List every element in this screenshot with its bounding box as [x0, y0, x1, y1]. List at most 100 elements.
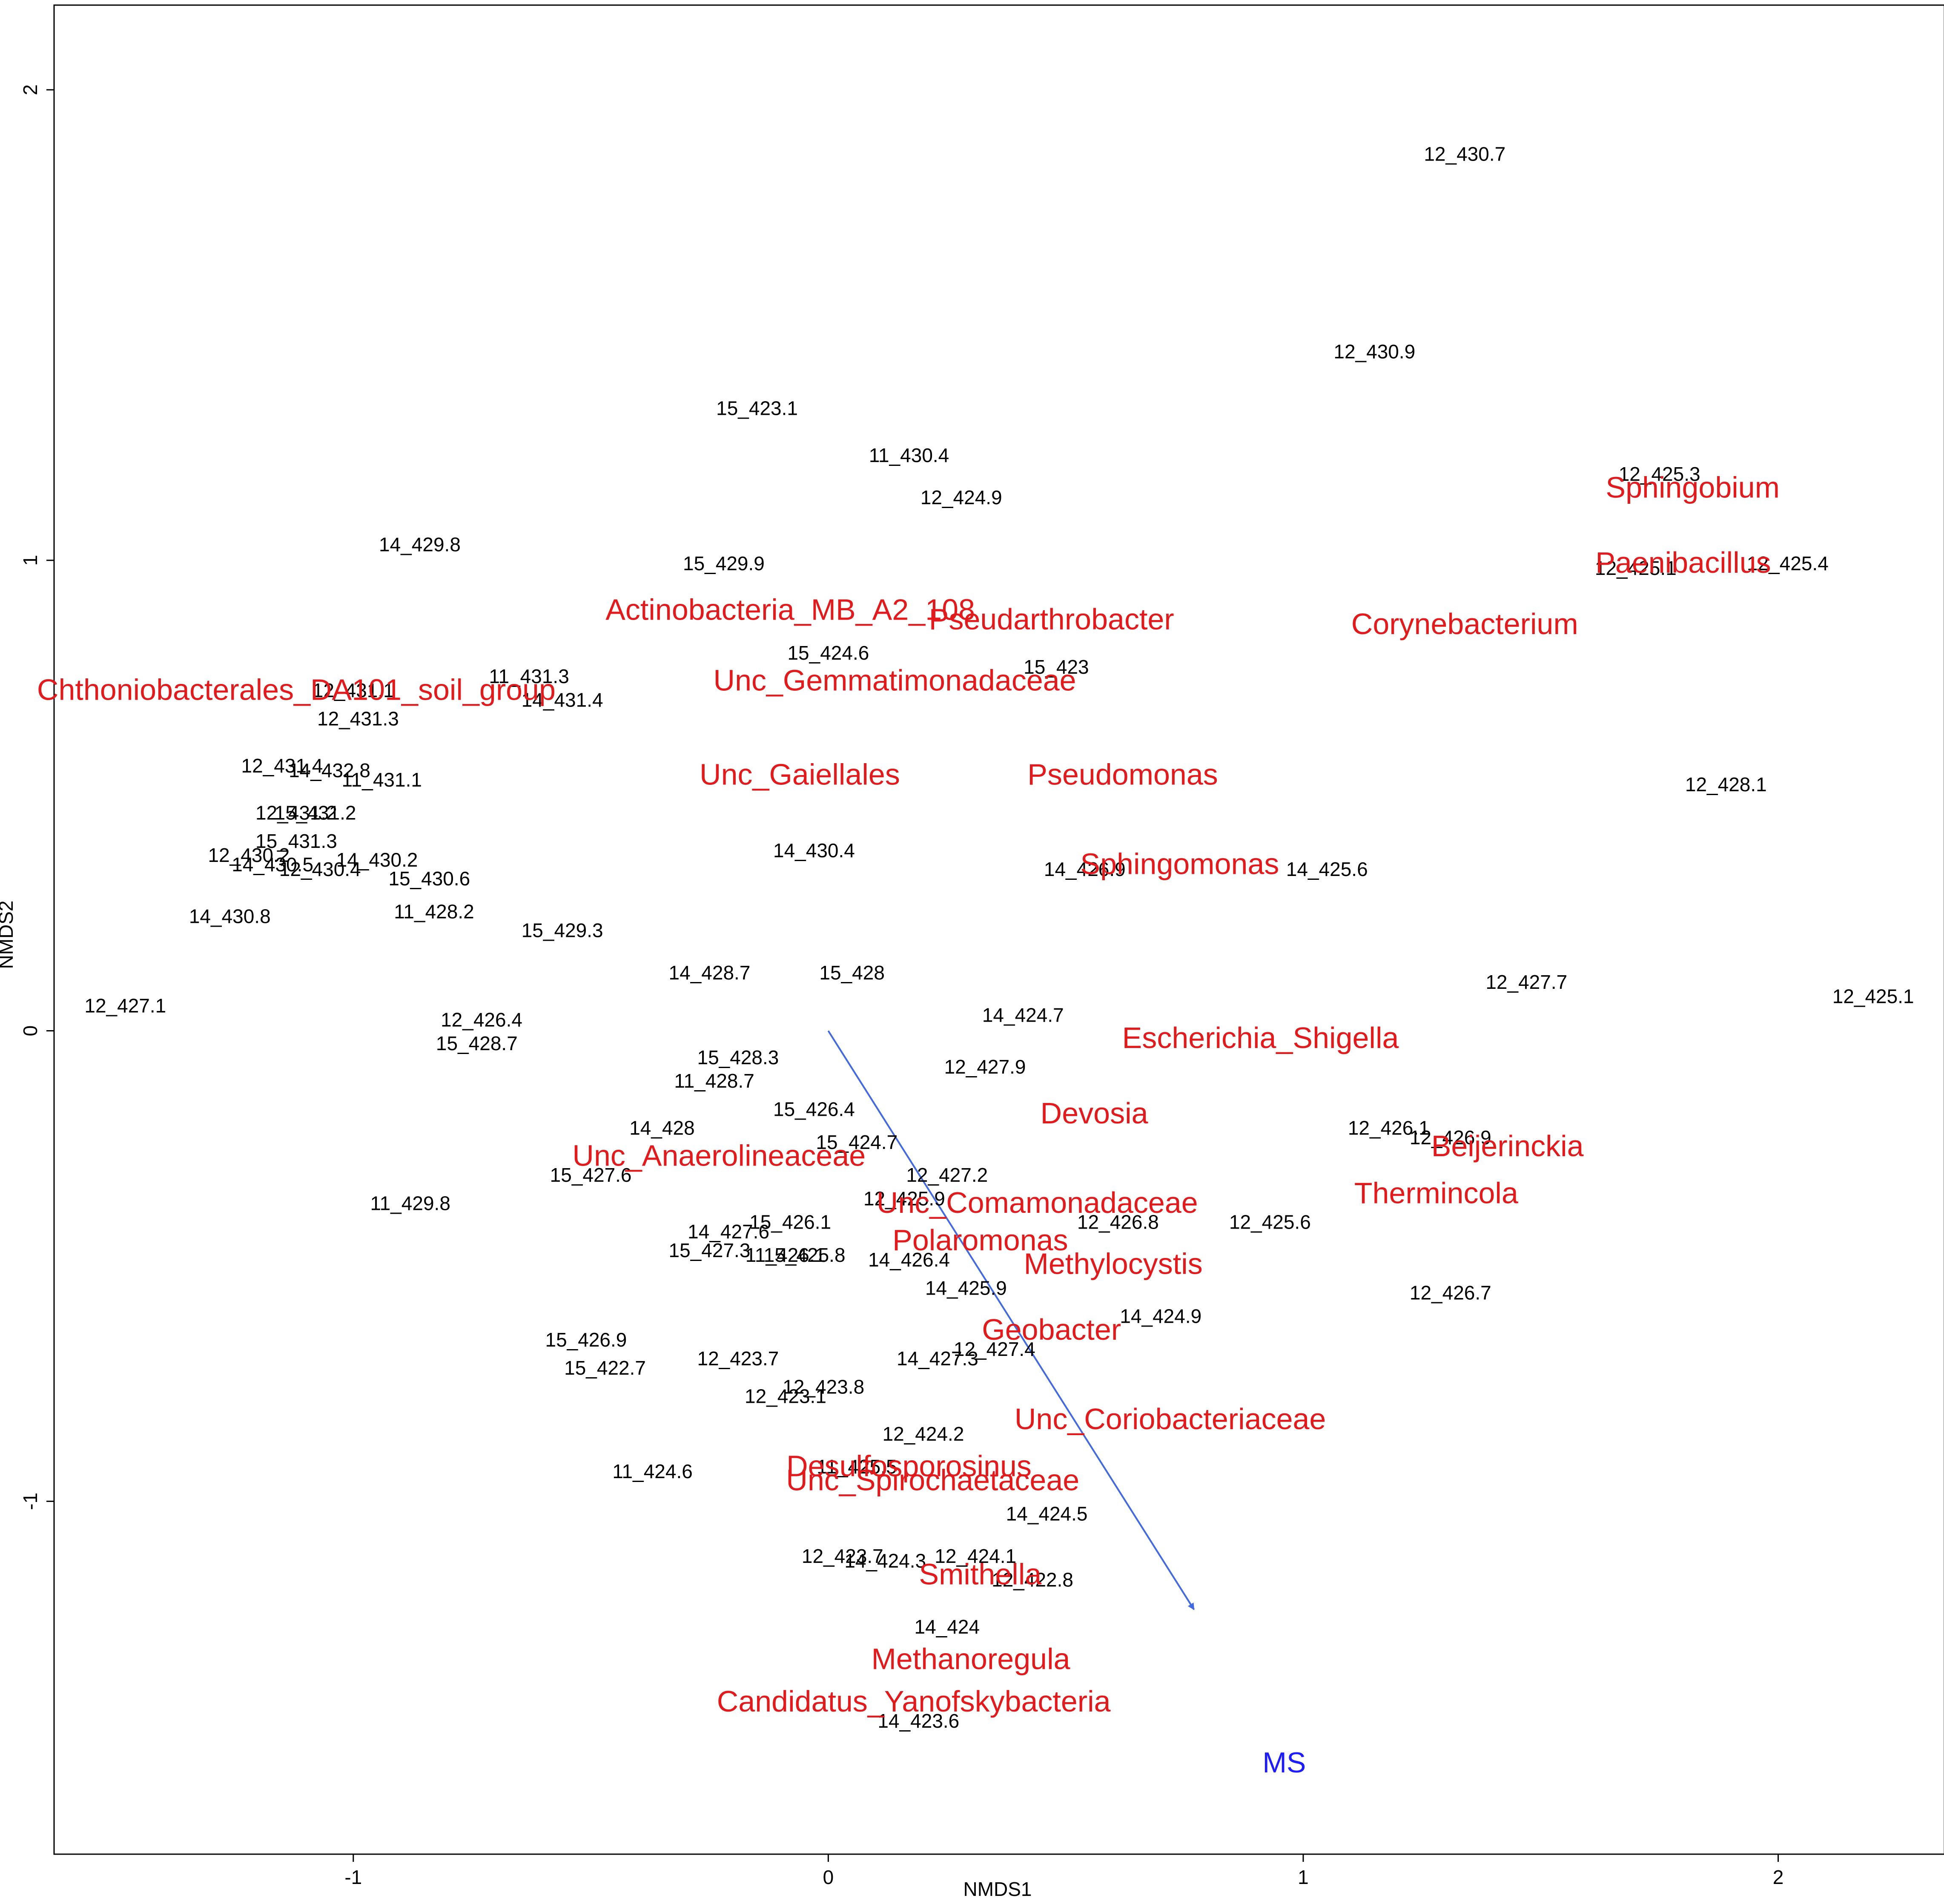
- environmental-vectors: MS: [827, 1030, 1306, 1779]
- vector-label: MS: [1262, 1746, 1306, 1779]
- sample-label: 14_429.8: [379, 534, 461, 556]
- sample-label: 12_430.4: [279, 858, 361, 880]
- sample-label: 14_424.7: [982, 1004, 1064, 1026]
- taxon-label: Methylocystis: [1024, 1247, 1203, 1280]
- sample-label: 15_426.4: [773, 1098, 855, 1120]
- sample-label: 11_428.2: [394, 900, 474, 922]
- y-tick-label: 0: [19, 1025, 41, 1037]
- sample-label: 15_423: [1024, 656, 1089, 678]
- sample-label: 15_424.6: [787, 642, 869, 664]
- sample-label: 12_430.9: [1333, 341, 1415, 363]
- sample-label: 11_425.5: [817, 1456, 897, 1478]
- sample-label: 11_431.1: [342, 769, 422, 791]
- taxon-label: Beijerinckia: [1431, 1129, 1584, 1163]
- sample-label: 12_427.4: [954, 1338, 1035, 1360]
- sample-label: 14_430.5: [232, 853, 313, 876]
- sample-label: 14_430.8: [189, 905, 271, 928]
- sample-label: 12_426.4: [441, 1009, 522, 1031]
- x-tick-label: 0: [823, 1866, 834, 1888]
- y-tick-label: 1: [19, 555, 41, 566]
- sample-label: 12_423.8: [783, 1376, 864, 1398]
- taxon-label: Candidatus_Yanofskybacteria: [717, 1685, 1111, 1718]
- sample-label: 12_426.7: [1410, 1281, 1491, 1304]
- sample-label: 11_424.6: [612, 1460, 692, 1482]
- sample-label: 12_424.1: [935, 1545, 1016, 1567]
- sample-label: 15_428.3: [697, 1046, 779, 1068]
- sample-label: 11_431.3: [489, 665, 569, 687]
- sample-label: 14_428: [629, 1117, 695, 1139]
- sample-label: 12_431.4: [241, 755, 323, 777]
- taxon-label: Actinobacteria_MB_A2_108: [605, 593, 975, 626]
- taxon-label: Escherichia_Shigella: [1122, 1021, 1399, 1054]
- sample-label: 12_431.2: [255, 801, 337, 824]
- sample-label: 12_426.1: [1348, 1117, 1430, 1139]
- x-tick-label: -1: [344, 1866, 362, 1888]
- sample-label: 15_430.6: [388, 867, 470, 890]
- sample-label: 12_430.7: [1424, 143, 1505, 165]
- sample-label: 12_431.3: [317, 708, 399, 730]
- sample-label: 12_425.3: [1619, 463, 1700, 485]
- y-axis: -1 0 1 2: [19, 84, 54, 1510]
- sample-label: 15_427.6: [550, 1164, 632, 1186]
- y-tick-label: 2: [19, 84, 41, 95]
- vector-arrow: [827, 1030, 1195, 1610]
- taxon-label: Sphingomonas: [1080, 847, 1279, 880]
- sample-label: 14_424.5: [1006, 1503, 1088, 1525]
- sample-label: 14_430.2: [336, 849, 418, 871]
- sample-label: 15_427.3: [669, 1239, 751, 1261]
- x-tick-label: 1: [1298, 1866, 1309, 1888]
- sample-label: 12_430.2: [208, 844, 290, 866]
- sample-label: 15_431.3: [255, 830, 337, 852]
- sample-label: 14_425.6: [1286, 858, 1368, 880]
- sample-label: 12_427.7: [1485, 971, 1567, 993]
- sample-label: 14_423.6: [877, 1710, 959, 1732]
- taxon-label: Corynebacterium: [1351, 607, 1578, 640]
- sample-label: 14_426.9: [1044, 858, 1126, 880]
- sample-label: 14_428.7: [669, 962, 751, 984]
- sample-label: 14_424: [915, 1616, 980, 1638]
- sample-label: 12_423.7: [697, 1347, 779, 1370]
- sample-label: 14_425.9: [925, 1277, 1007, 1299]
- sample-label: 14_424.3: [844, 1550, 926, 1572]
- sample-label: 11_428.7: [674, 1070, 754, 1092]
- sample-labels: 12_430.7 12_430.9 15_423.1 11_430.4 12_424.9…: [84, 143, 1914, 1732]
- taxon-label: Desulfosporosinus: [786, 1450, 1032, 1483]
- taxon-label: Methanoregula: [872, 1643, 1070, 1676]
- y-axis-title: NMDS2: [0, 900, 17, 969]
- sample-label: 14_427.6: [688, 1221, 769, 1243]
- taxon-label: Geobacter: [982, 1313, 1121, 1346]
- taxon-label: Unc_Coriobacteriaceae: [1015, 1402, 1326, 1436]
- sample-label: 14_432.8: [289, 759, 370, 781]
- sample-label: 15_423.1: [716, 397, 798, 419]
- sample-label: 15_424.7: [816, 1131, 897, 1153]
- x-axis-title: NMDS1: [963, 1878, 1032, 1900]
- sample-label: 15_426.9: [545, 1329, 627, 1351]
- sample-label: 14_431.4: [522, 689, 603, 711]
- sample-label: 15_429.3: [522, 919, 603, 942]
- sample-label: 12_425.9: [863, 1187, 945, 1209]
- taxon-label: Polaromonas: [892, 1223, 1068, 1257]
- sample-label: 14_430.4: [773, 839, 855, 862]
- taxon-label: Unc_Anaerolineaceae: [572, 1139, 866, 1172]
- taxon-label: Unc_Spirochaetaceae: [786, 1464, 1079, 1497]
- sample-label: 15_431.2: [275, 801, 356, 824]
- sample-label: 12_427.9: [944, 1056, 1026, 1078]
- sample-label: 12_431.1: [313, 679, 394, 701]
- sample-label: 12_426.9: [1410, 1126, 1491, 1149]
- taxon-label: Chthoniobacterales_DA101_soil_group: [37, 673, 556, 706]
- sample-label: 12_427.1: [84, 994, 166, 1017]
- taxon-label: Paenibacillus: [1595, 546, 1771, 579]
- x-tick-label: 2: [1773, 1866, 1784, 1888]
- sample-label: 14_424.9: [1120, 1305, 1201, 1327]
- sample-label: 11_430.4: [869, 444, 949, 466]
- sample-label: 11_426.1: [745, 1244, 826, 1266]
- sample-label: 12_423.7: [802, 1545, 883, 1567]
- plot-frame: [53, 4, 1944, 1855]
- sample-label: 12_423.1: [745, 1385, 826, 1407]
- sample-label: 12_425.6: [1229, 1211, 1311, 1233]
- taxon-label: Smithella: [919, 1558, 1041, 1591]
- sample-label: 12_425.1: [1595, 557, 1677, 579]
- sample-label: 12_426.8: [1077, 1211, 1159, 1233]
- sample-label: 12_425.1: [1832, 985, 1914, 1007]
